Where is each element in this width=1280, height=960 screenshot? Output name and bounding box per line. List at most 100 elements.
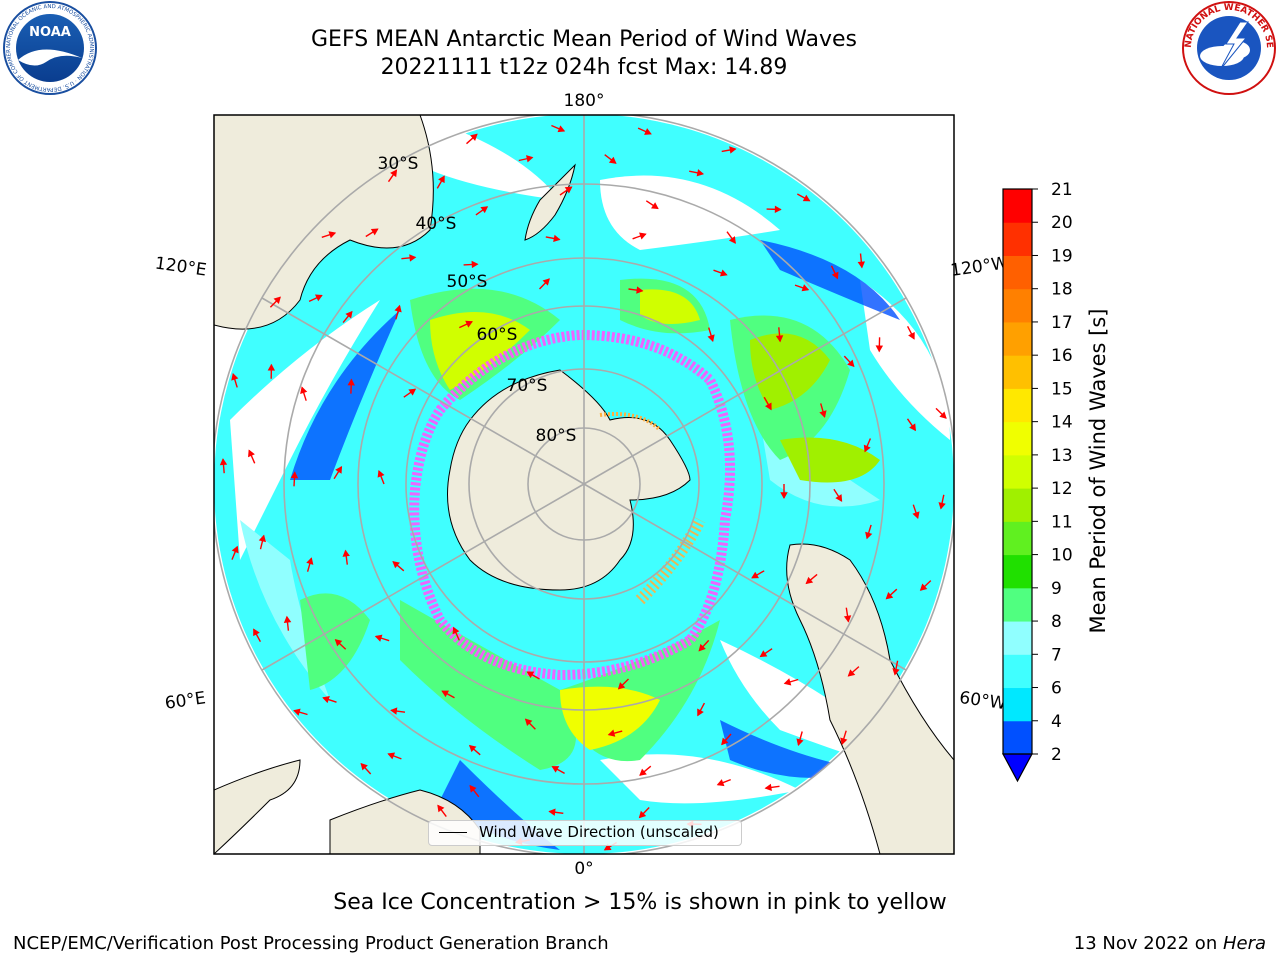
- nws-ring-text: NATIONAL WEATHER SERVICE: [0, 0, 1274, 48]
- wind-wave-arrow-head: [819, 410, 827, 418]
- wind-wave-arrow-head: [644, 128, 652, 135]
- wind-wave-arrow-head: [617, 682, 626, 690]
- wind-wave-arrow-head: [409, 254, 417, 262]
- wind-wave-arrow-head: [335, 466, 343, 474]
- colorbar-tick-label: 13: [1051, 446, 1073, 466]
- wind-wave-arrow-head: [248, 449, 255, 458]
- colorbar-tick-label: 17: [1051, 313, 1073, 333]
- wind-wave-arrow-head: [796, 738, 804, 747]
- wind-wave-arrow-head: [865, 531, 873, 540]
- colorbar-swatch: [1003, 355, 1032, 389]
- wind-wave-arrow-head: [764, 783, 772, 792]
- wind-wave-arrow-head: [847, 669, 856, 677]
- wind-wave-arrow-head: [908, 331, 915, 340]
- wind-wave-arrow-head: [603, 843, 612, 851]
- wind-wave-arrow-head: [471, 260, 479, 269]
- colorbar-tick-label: 8: [1051, 612, 1062, 632]
- wind-wave-arrow-head: [293, 708, 301, 716]
- wind-wave-arrow-head: [374, 634, 383, 642]
- wind-wave-arrow-head: [283, 615, 292, 623]
- lon-label-120w: 120°W: [949, 253, 1009, 281]
- wind-wave-arrow-head: [394, 304, 402, 313]
- wind-wave-arrow-head: [847, 359, 855, 368]
- wind-wave-arrow-head: [607, 729, 616, 737]
- colorbar-tick-label: 11: [1051, 512, 1073, 532]
- colorbar-swatch: [1003, 189, 1032, 223]
- map-area: [214, 115, 954, 854]
- wind-wave-arrow-head: [408, 388, 417, 396]
- wind-wave-arrow-head: [805, 576, 814, 585]
- wind-wave-arrow-head: [452, 626, 460, 635]
- colorbar-tick-label: 20: [1051, 213, 1073, 233]
- lat-label-40s: 40°S: [416, 214, 457, 234]
- wind-wave-arrow-head: [912, 511, 920, 519]
- wind-wave-arrow-head: [526, 155, 534, 163]
- wind-wave-arrow-head: [390, 169, 398, 178]
- wind-wave-arrow-head: [370, 228, 379, 236]
- colorbar-swatch: [1003, 720, 1032, 755]
- lon-label-60w: 60°W: [958, 688, 1007, 714]
- wind-wave-arrow-head: [306, 557, 314, 565]
- wind-wave-arrow-head: [526, 671, 535, 679]
- graticule: [214, 115, 954, 854]
- wind-wave-arrow-head: [863, 444, 871, 453]
- colorbar-swatch: [1003, 521, 1032, 556]
- wind-wave-arrow-head: [780, 492, 788, 500]
- chart-subtitle: 20221111 t12z 024h fcst Max: 14.89: [380, 55, 788, 80]
- national-weather-service-logo: NATIONAL WEATHER SERVICE: [0, 0, 1276, 95]
- wind-wave-arrow-head: [542, 278, 550, 286]
- lat-label-60s: 60°S: [477, 325, 518, 345]
- wind-wave-arrow-head: [387, 752, 396, 760]
- wind-wave-arrow-head: [557, 125, 566, 133]
- footer-machine: Hera: [1222, 933, 1266, 954]
- legend-line-sample: [439, 832, 467, 833]
- wind-wave-arrow-head: [564, 186, 573, 194]
- wind-wave-arrow-head: [524, 718, 533, 726]
- lat-label-30s: 30°S: [378, 154, 419, 174]
- wind-wave-arrow-head: [835, 494, 843, 502]
- colorbar-tick-label: 9: [1051, 579, 1062, 599]
- wind-wave-arrow-head: [875, 345, 884, 353]
- lon-label-180: 180°: [564, 91, 605, 111]
- wind-wave-arrow-head: [719, 269, 728, 277]
- wind-wave-arrow-head: [360, 762, 368, 771]
- wind-wave-arrow-head: [783, 678, 792, 686]
- lat-label-70s: 70°S: [507, 376, 548, 396]
- wind-wave-arrow-head: [377, 470, 385, 478]
- wind-wave-arrow-head: [322, 696, 330, 704]
- wind-wave-arrow-head: [468, 744, 477, 753]
- wind-wave-arrow-head: [843, 615, 852, 623]
- lon-label-0: 0°: [574, 859, 593, 879]
- colorbar-swatch: [1003, 554, 1032, 589]
- colorbar-tick-label: 10: [1051, 546, 1073, 566]
- noaa-logo: NOAA NATIONAL OCEANIC AND ATMOSPHERIC AD…: [0, 0, 97, 95]
- wind-wave-arrow-head: [707, 334, 715, 342]
- wind-wave-arrow-head: [548, 808, 556, 816]
- wind-wave-arrow-head: [802, 194, 811, 202]
- wind-wave-arrow-head: [553, 234, 561, 243]
- wind-wave-arrow-head: [759, 650, 768, 658]
- wind-wave-arrow-head: [392, 561, 400, 569]
- wind-wave-arrow-head: [347, 378, 355, 386]
- wind-wave-arrow-head: [938, 502, 946, 510]
- map-legend: Wind Wave Direction (unscaled): [428, 820, 742, 846]
- wind-wave-arrow-head: [441, 690, 450, 698]
- wind-wave-arrow-head: [939, 411, 947, 419]
- wind-wave-arrow-head: [231, 373, 239, 381]
- wind-wave-arrow-head: [273, 296, 281, 304]
- wind-wave-arrow-head: [231, 545, 239, 554]
- wind-wave-arrow-head: [608, 156, 617, 164]
- wind-wave-arrow-head: [765, 402, 772, 411]
- footer-date: 13 Nov 2022 on Hera: [1074, 933, 1266, 954]
- colorbar-swatch: [1003, 454, 1032, 489]
- wind-wave-direction-arrows: [219, 124, 947, 851]
- wind-wave-arrow-head: [390, 707, 398, 715]
- wind-wave-arrow-head: [919, 583, 928, 591]
- colorbar-tick-label: 15: [1051, 379, 1073, 399]
- footer-date-text: 13 Nov 2022 on: [1073, 933, 1223, 954]
- wind-wave-arrow-head: [840, 737, 848, 746]
- footer-credit: NCEP/EMC/Verification Post Processing Pr…: [13, 933, 609, 954]
- wind-wave-arrow-head: [729, 146, 737, 154]
- wind-wave-arrow-head: [267, 363, 276, 371]
